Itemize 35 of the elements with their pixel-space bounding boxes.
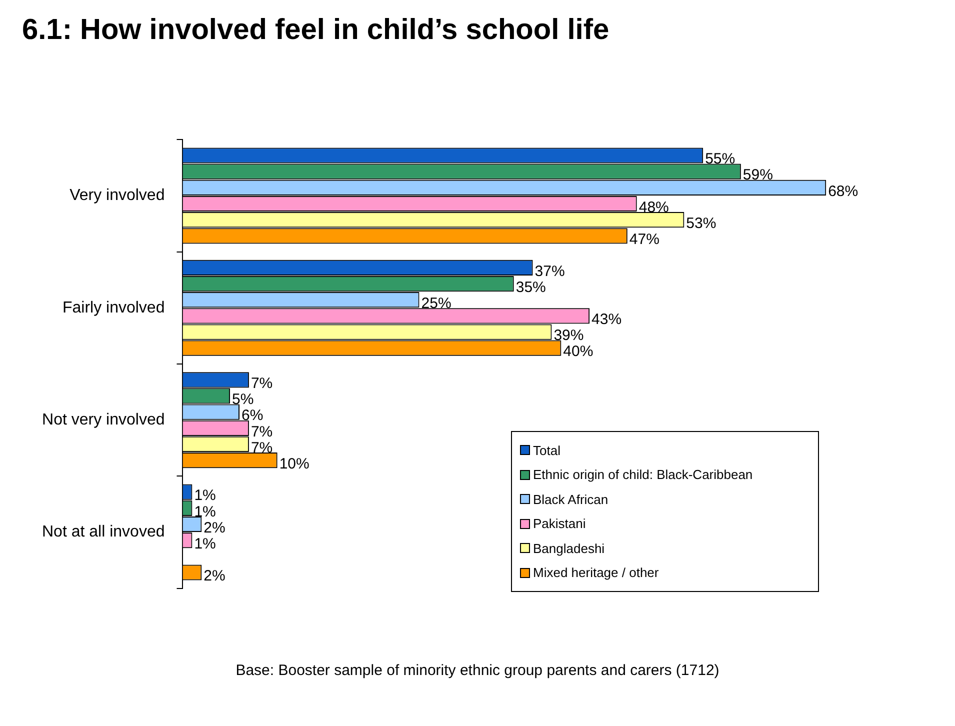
chart-title: 6.1: How involved feel in child’s school life: [22, 14, 610, 47]
data-label: 55%: [705, 150, 736, 168]
data-label: 10%: [279, 455, 310, 472]
legend-label: Pakistani: [533, 516, 586, 532]
data-label: 2%: [204, 568, 226, 585]
y-tick-label: Very involved: [70, 187, 165, 204]
data-label: 2%: [204, 519, 226, 536]
y-tick-label: Fairly involved: [62, 299, 165, 316]
legend-label: Black African: [533, 492, 608, 507]
data-label: 7%: [250, 375, 273, 392]
data-label: 68%: [828, 182, 858, 200]
data-label: 25%: [421, 295, 452, 312]
data-label: 6%: [242, 407, 264, 424]
data-label: 1%: [194, 503, 216, 520]
legend-label: Ethnic origin of child: Black-Caribbean: [533, 467, 753, 482]
data-label: 43%: [592, 311, 622, 328]
data-label: 5%: [232, 391, 254, 408]
data-label: 39%: [554, 327, 584, 344]
data-label: 47%: [629, 231, 660, 248]
y-tick-label: Not very involved: [42, 412, 165, 429]
data-label: 37%: [534, 262, 565, 280]
data-label: 40%: [563, 343, 594, 360]
data-label: 1%: [194, 535, 216, 552]
legend-label: Mixed heritage / other: [533, 565, 659, 580]
data-label: 1%: [194, 487, 216, 504]
data-label: 53%: [686, 214, 716, 232]
data-label: 7%: [250, 439, 273, 456]
data-label: 48%: [638, 198, 669, 216]
data-label: 35%: [516, 278, 546, 296]
legend-label: Bangladeshi: [533, 540, 605, 556]
data-label: 7%: [250, 423, 273, 440]
data-label: 59%: [742, 166, 773, 184]
text: Base: Booster sample of minority ethnic group parents and carers (1712): [234, 662, 720, 679]
y-tick-label: Not at all invoved: [42, 524, 165, 541]
legend-label: Total: [533, 442, 560, 458]
